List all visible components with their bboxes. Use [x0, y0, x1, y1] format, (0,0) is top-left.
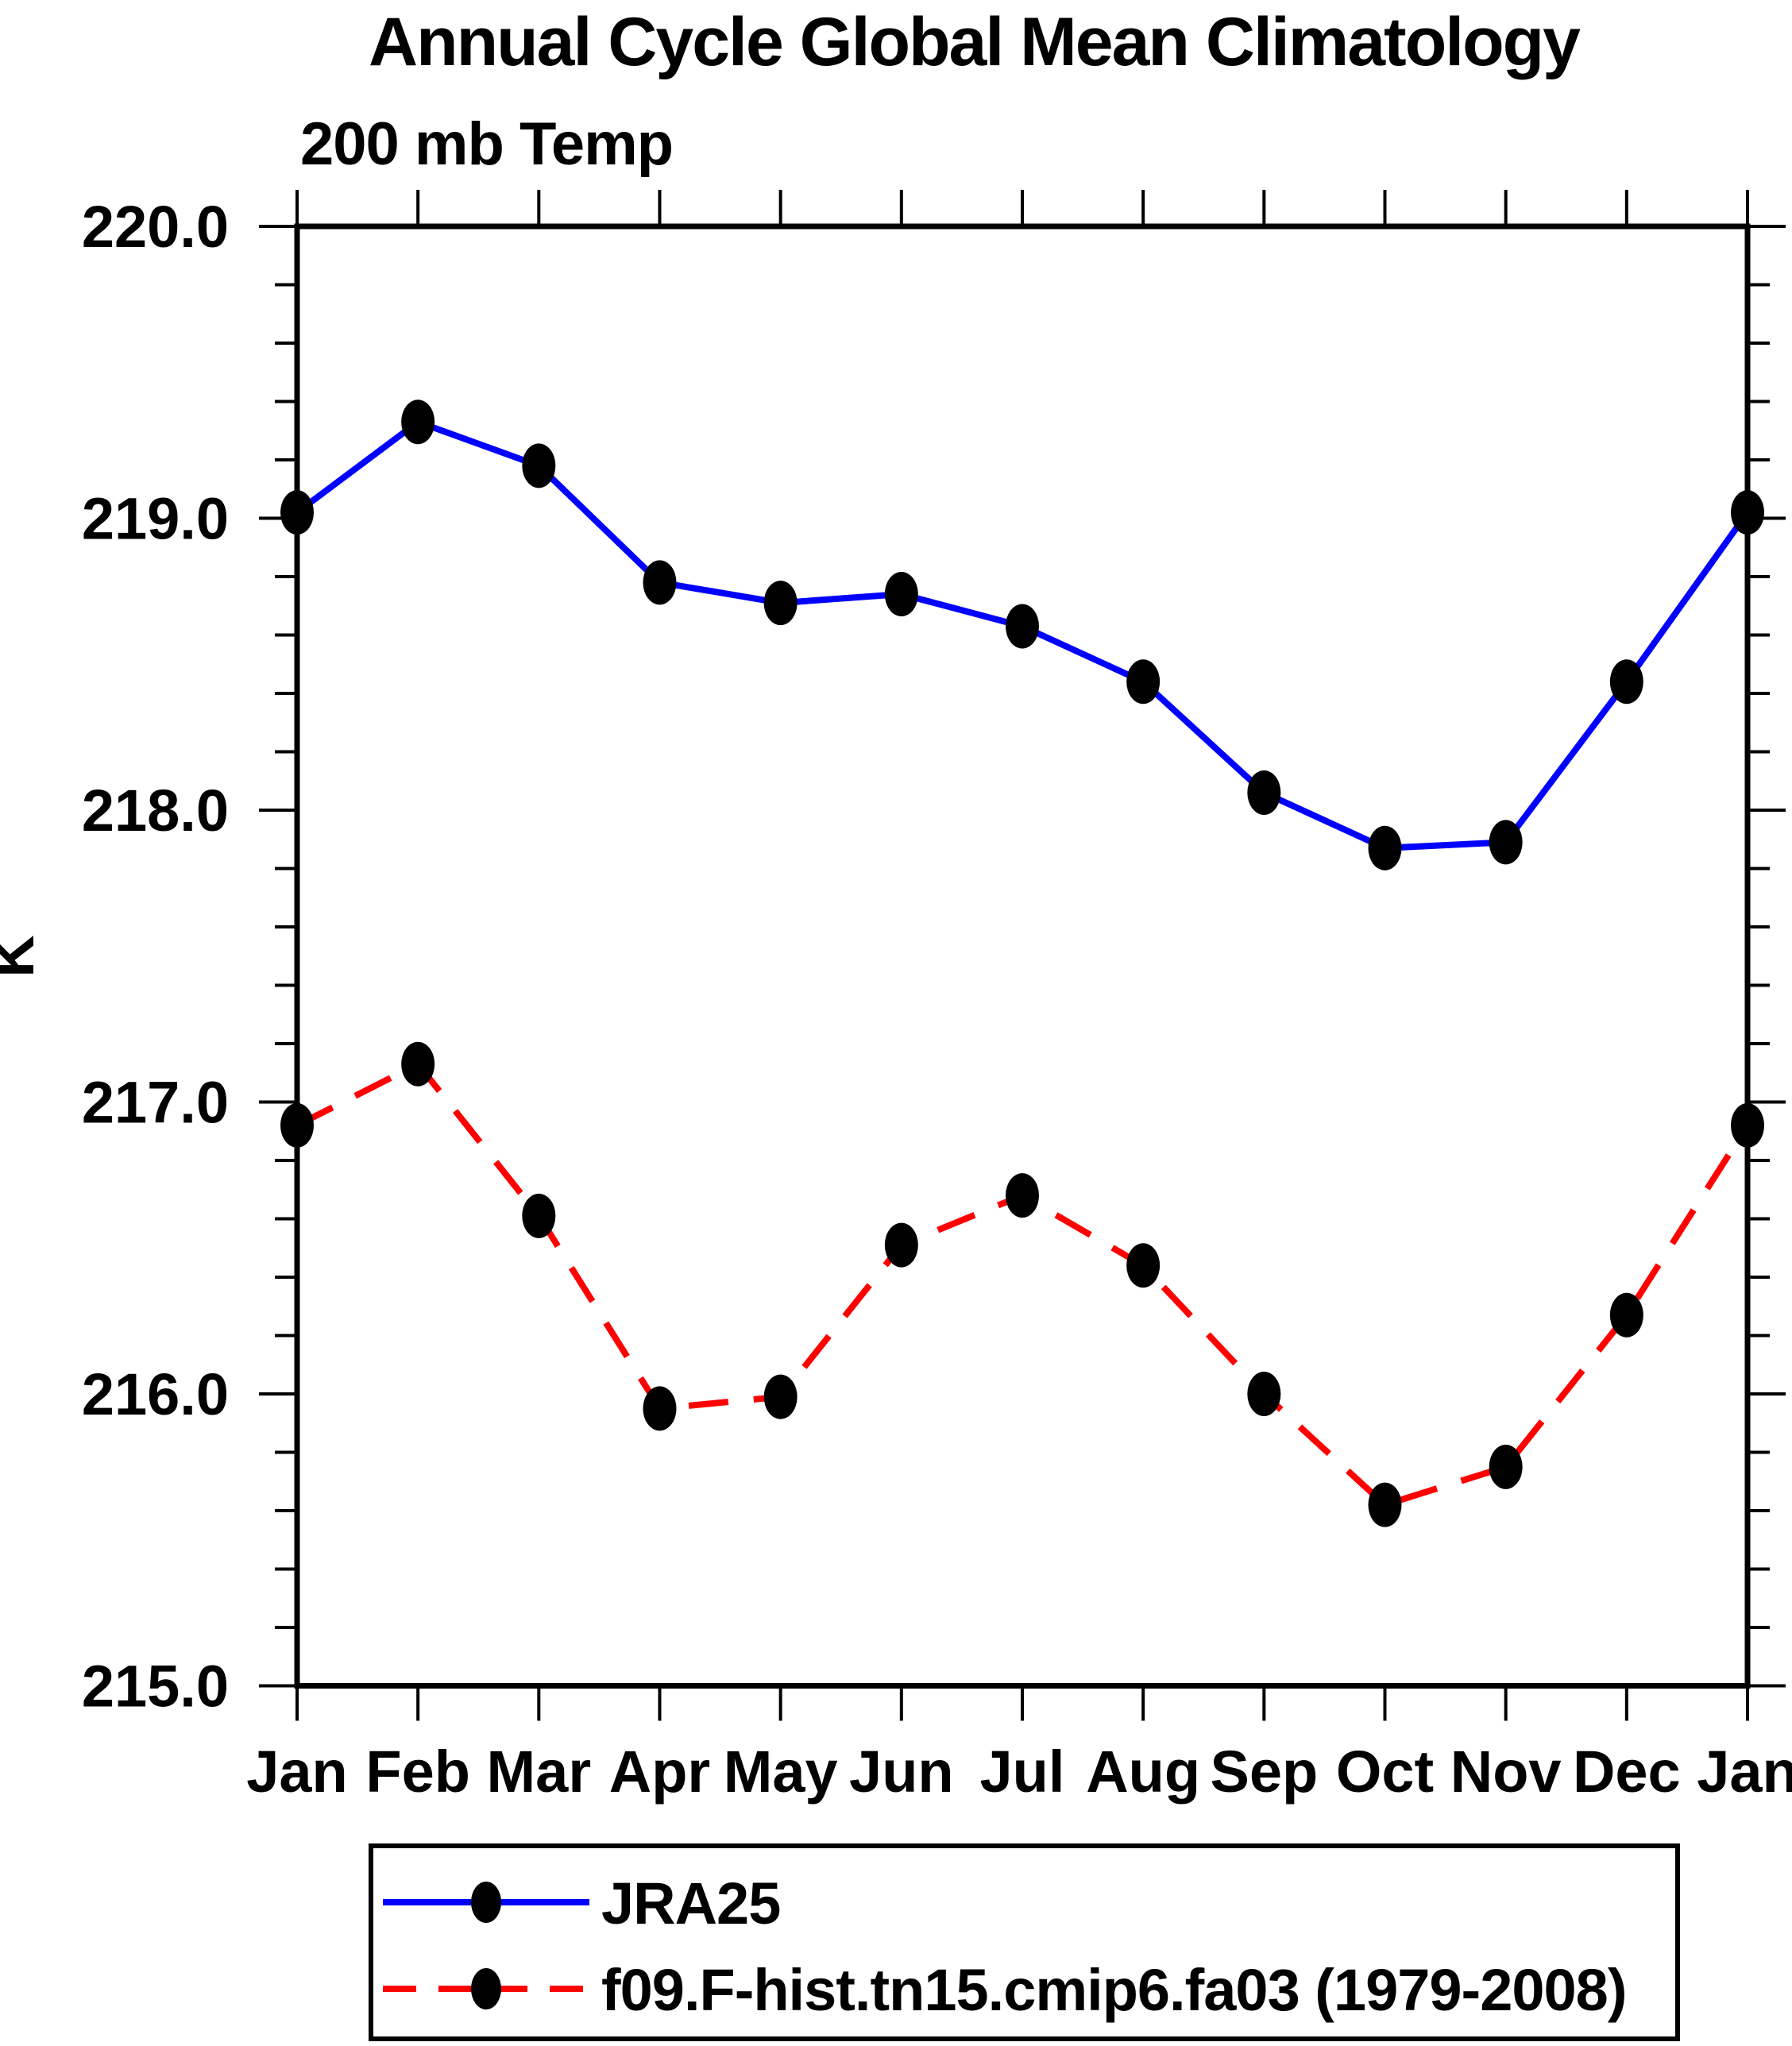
data-point-marker — [522, 1193, 556, 1238]
data-point-marker — [643, 560, 677, 605]
x-tick-label: Apr — [609, 1739, 710, 1805]
x-tick-label: Mar — [487, 1739, 592, 1805]
series-markers-model — [280, 1041, 1764, 1527]
x-tick-label: Jan — [246, 1739, 348, 1805]
y-tick-label: 218.0 — [82, 778, 229, 843]
x-axis: Jan Feb Mar Apr May Jun Jul Aug Sep Oct Nov Dec Jan — [246, 190, 1792, 1805]
x-tick-label: Jan — [1697, 1739, 1792, 1805]
x-tick-label: May — [724, 1739, 838, 1805]
data-point-marker — [1489, 820, 1523, 865]
data-point-marker — [1006, 604, 1039, 649]
data-point-marker — [280, 1102, 314, 1148]
series-markers-jra25 — [280, 400, 1764, 871]
x-tick-label: Dec — [1573, 1739, 1681, 1805]
x-tick-label: Aug — [1086, 1739, 1200, 1805]
data-point-marker — [1609, 1292, 1643, 1338]
x-tick-label: Sep — [1210, 1739, 1318, 1805]
data-point-marker — [1489, 1444, 1523, 1489]
chart-title: Annual Cycle Global Mean Climatology — [369, 4, 1581, 80]
data-point-marker — [763, 1374, 798, 1419]
y-tick-label: 217.0 — [82, 1070, 229, 1136]
x-tick-label: Feb — [365, 1739, 470, 1805]
data-point-marker — [1368, 1482, 1402, 1527]
data-point-marker — [1731, 490, 1764, 535]
legend-label: JRA25 — [601, 1870, 780, 1936]
data-point-marker — [1126, 659, 1161, 705]
x-tick-label: Jun — [849, 1739, 954, 1805]
data-point-marker — [1609, 659, 1643, 705]
y-axis-title: K — [0, 935, 46, 977]
y-tick-label: 220.0 — [82, 194, 229, 260]
legend-marker — [471, 1882, 501, 1923]
data-point-marker — [1368, 825, 1402, 871]
legend: JRA25 f09.F-hist.tn15.cmip6.fa03 (1979-20… — [369, 1843, 1680, 2041]
y-tick-label: 216.0 — [82, 1361, 229, 1427]
plot-frame — [294, 223, 1751, 1689]
chart-subtitle: 200 mb Temp — [300, 110, 673, 178]
data-point-marker — [643, 1386, 677, 1431]
x-tick-label: Nov — [1450, 1739, 1562, 1805]
data-point-marker — [1247, 1372, 1281, 1416]
data-point-marker — [1126, 1243, 1161, 1288]
series-line-model — [295, 1060, 1751, 1508]
data-point-marker — [401, 400, 435, 445]
data-point-marker — [522, 443, 556, 488]
data-point-marker — [280, 490, 314, 535]
legend-label: f09.F-hist.tn15.cmip6.fa03 (1979-2008) — [601, 1957, 1626, 2023]
x-tick-label: Jul — [980, 1739, 1065, 1805]
y-axis: 220.0 219.0 218.0 217.0 216.0 215.0 — [82, 194, 1786, 1720]
data-point-marker — [1247, 770, 1281, 815]
data-point-marker — [401, 1041, 435, 1087]
y-tick-label: 215.0 — [82, 1654, 229, 1720]
x-tick-label: Oct — [1336, 1739, 1434, 1805]
data-point-marker — [1731, 1102, 1764, 1148]
legend-marker — [471, 1968, 501, 2009]
data-point-marker — [763, 581, 798, 626]
data-point-marker — [1006, 1173, 1039, 1218]
data-point-marker — [884, 572, 918, 617]
data-point-marker — [884, 1222, 918, 1268]
y-tick-label: 219.0 — [82, 486, 229, 552]
legend-box — [369, 1843, 1680, 2041]
